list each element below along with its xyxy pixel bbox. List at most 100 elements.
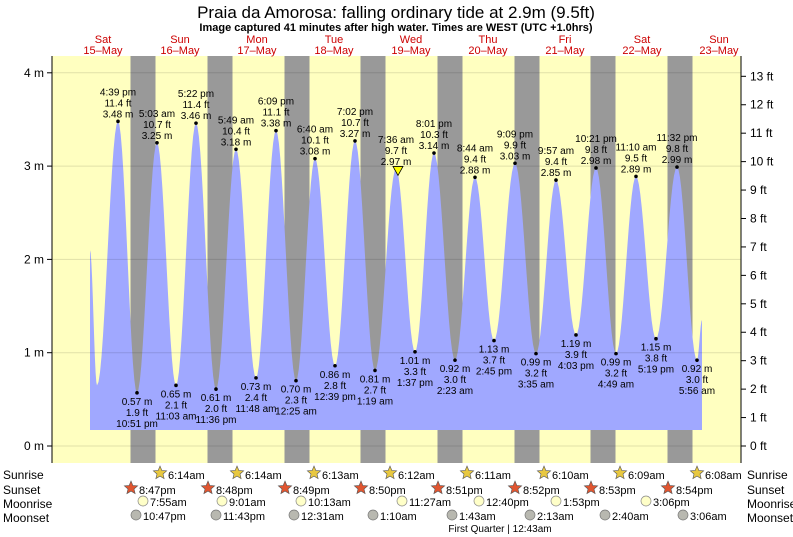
- sunrise-time: 6:09am: [628, 470, 665, 482]
- y-axis-left: 0 m 1 m 2 m 3 m 4 m: [24, 66, 52, 453]
- day-header-date: 15–May: [83, 45, 123, 57]
- low-tide-marker: 1.13 m3.7 ft2:45 pm: [476, 338, 512, 378]
- moonrise-icon: [396, 495, 408, 507]
- moonset-icon: [367, 509, 379, 521]
- tide-time: 4:39 pm: [100, 87, 136, 98]
- tide-height-m: 2.88 m: [460, 165, 491, 176]
- tide-height-m: 0.81 m: [360, 374, 391, 385]
- tide-height-ft: 2.7 ft: [364, 385, 386, 396]
- moon-phase-note: First Quarter | 12:43am: [448, 524, 551, 535]
- day-header-dow: Sat: [634, 34, 651, 46]
- tide-height-m: 0.86 m: [320, 370, 351, 381]
- moonset-icon: [677, 509, 689, 521]
- sunrise-label-left: Sunrise: [3, 468, 44, 482]
- tide-point: [554, 178, 558, 182]
- sunset-time: 8:47pm: [139, 485, 176, 497]
- tide-height-ft: 9.4 ft: [464, 154, 486, 165]
- moonrise-icon: [550, 495, 562, 507]
- tide-point: [614, 351, 618, 356]
- moonset-icon: [599, 509, 611, 521]
- sunrise-time: 6:14am: [245, 470, 282, 482]
- moonset-time: 3:06am: [690, 511, 727, 523]
- moonset-icon: [288, 509, 300, 521]
- y-tick-label-ft: 12 ft: [750, 98, 774, 112]
- tide-height-ft: 3.3 ft: [404, 367, 426, 378]
- day-header-date: 19–May: [391, 45, 431, 57]
- tide-point: [254, 376, 258, 380]
- low-tide-marker: 1.15 m3.8 ft5:19 pm: [638, 336, 674, 376]
- tide-time: 11:36 pm: [196, 415, 237, 426]
- moonrise-time: 11:27am: [409, 497, 451, 509]
- sunset-icon: [583, 480, 599, 495]
- tide-point: [214, 387, 218, 391]
- sunrise-icon: [229, 465, 245, 480]
- high-tide-marker: 9:57 am9.4 ft2.85 m: [538, 146, 574, 182]
- day-header-dow: Sun: [709, 34, 729, 46]
- tide-height-m: 2.99 m: [662, 155, 693, 166]
- y-tick-label-m: 3 m: [24, 159, 44, 173]
- tide-point: [155, 140, 159, 145]
- sunset-label-left: Sunset: [3, 483, 41, 497]
- tide-point: [413, 349, 417, 354]
- high-tide-marker: 11:32 pm9.8 ft2.99 m: [657, 133, 697, 169]
- tide-height-ft: 3.8 ft: [645, 354, 667, 365]
- moonrise-time: 12:40pm: [486, 497, 529, 509]
- sunrise-icon: [306, 465, 322, 480]
- low-tide-marker: 0.99 m3.2 ft3:35 am: [518, 351, 554, 391]
- tide-time: 9:09 pm: [497, 129, 533, 140]
- day-headers: Sat15–MaySun16–MayMon17–MayTue18–MayWed1…: [83, 34, 739, 57]
- chart-subtitle: Image captured 41 minutes after high wat…: [199, 22, 593, 34]
- tide-height-m: 0.73 m: [241, 382, 272, 393]
- moonset-time: 1:10am: [380, 511, 417, 523]
- sunrise-label-right: Sunrise: [747, 468, 788, 482]
- gridlines: [52, 72, 741, 447]
- tide-height-ft: 2.1 ft: [165, 400, 187, 411]
- tide-height-ft: 11.4 ft: [182, 100, 209, 111]
- tide-area: [90, 121, 702, 430]
- tide-time: 8:44 am: [457, 143, 493, 154]
- tide-height-m: 1.19 m: [561, 339, 592, 350]
- tide-height-ft: 9.7 ft: [385, 146, 407, 157]
- sunset-time: 8:54pm: [676, 485, 713, 497]
- tide-height-ft: 3.0 ft: [444, 375, 466, 386]
- sunset-icon: [430, 480, 446, 495]
- tide-point: [695, 358, 699, 362]
- tide-time: 5:03 am: [139, 109, 175, 120]
- tide-height-m: 3.27 m: [340, 129, 371, 140]
- tide-height-ft: 3.2 ft: [605, 369, 627, 380]
- sunset-label-right: Sunset: [747, 483, 785, 497]
- low-tide-marker: 0.81 m2.7 ft1:19 am: [357, 368, 393, 407]
- moonset-icon: [446, 509, 458, 521]
- tide-point: [453, 358, 457, 362]
- sunrise-icon: [459, 465, 475, 480]
- tide-point: [373, 368, 377, 373]
- tide-height-m: 0.92 m: [440, 364, 471, 375]
- moonrise-time: 3:06pm: [653, 497, 690, 509]
- tide-time: 3:35 am: [518, 380, 554, 391]
- moonrise-icon: [137, 495, 149, 507]
- tide-height-ft: 2.8 ft: [324, 381, 346, 392]
- low-tide-marker: 0.92 m3.0 ft5:56 am: [679, 358, 715, 397]
- low-tide-marker: 0.99 m3.2 ft4:49 am: [598, 351, 634, 391]
- sunset-icon: [123, 480, 139, 495]
- sunrise-icon: [152, 465, 168, 480]
- moonset-label-right: Moonset: [747, 511, 793, 525]
- tide-point: [353, 139, 357, 143]
- tide-height-ft: 10.7 ft: [143, 120, 171, 131]
- y-tick-label-m: 0 m: [24, 439, 44, 453]
- day-header-dow: Thu: [479, 34, 498, 46]
- y-tick-label-ft: 13 ft: [750, 69, 774, 83]
- tide-time: 5:56 am: [679, 386, 715, 397]
- tide-height-ft: 9.4 ft: [545, 157, 567, 168]
- y-tick-label-ft: 10 ft: [750, 155, 774, 169]
- tide-height-m: 0.70 m: [281, 385, 312, 396]
